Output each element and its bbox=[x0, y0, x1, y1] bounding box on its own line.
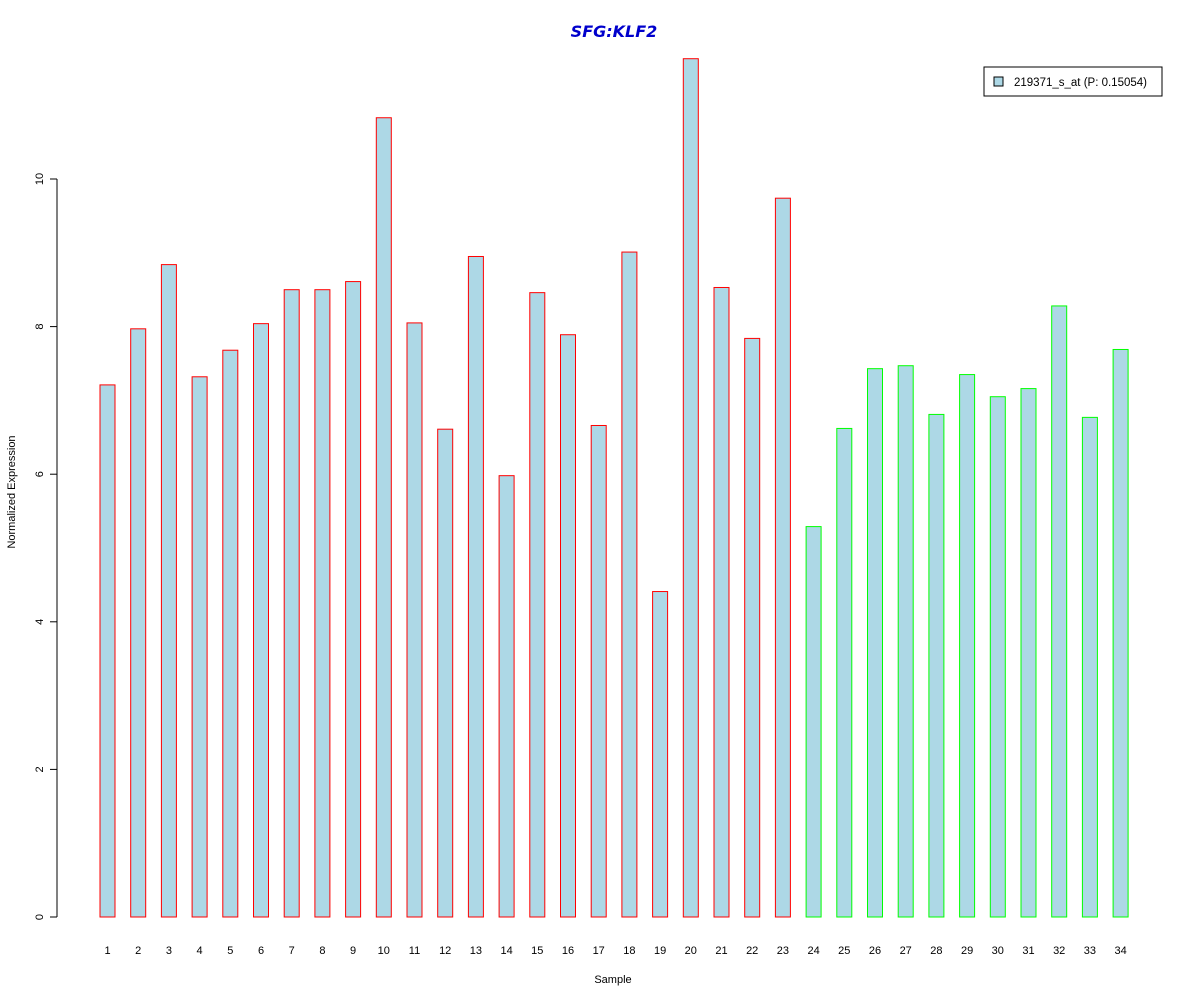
bar-sample-23 bbox=[774, 197, 791, 918]
x-axis-label: Sample bbox=[594, 974, 631, 986]
x-tick-label: 14 bbox=[500, 945, 512, 957]
x-tick-label: 16 bbox=[562, 945, 574, 957]
x-tick-label: 27 bbox=[900, 945, 912, 957]
y-tick-label: 8 bbox=[34, 324, 46, 330]
legend-box bbox=[983, 66, 1163, 97]
x-tick-label: 20 bbox=[685, 945, 697, 957]
x-tick-label: 3 bbox=[166, 945, 172, 957]
bar-sample-25 bbox=[836, 427, 853, 918]
bar-sample-10 bbox=[375, 117, 392, 918]
bar-sample-14 bbox=[498, 475, 515, 918]
legend-swatch bbox=[993, 76, 1004, 87]
bar-sample-34 bbox=[1112, 348, 1129, 918]
legend-entry: 219371_s_at (P: 0.15054) bbox=[1014, 77, 1147, 89]
bar-sample-24 bbox=[805, 526, 822, 918]
x-tick-label: 5 bbox=[227, 945, 233, 957]
x-tick-label: 23 bbox=[777, 945, 789, 957]
bar-sample-21 bbox=[713, 286, 730, 918]
bar-sample-30 bbox=[989, 396, 1006, 918]
x-tick-label: 19 bbox=[654, 945, 666, 957]
x-tick-label: 8 bbox=[319, 945, 325, 957]
bar-sample-18 bbox=[621, 251, 638, 918]
bar-sample-4 bbox=[191, 376, 208, 918]
chart-title: SFG:KLF2 bbox=[571, 22, 658, 41]
x-tick-label: 32 bbox=[1053, 945, 1065, 957]
y-axis-label: Normalized Expression bbox=[6, 435, 18, 548]
bar-sample-6 bbox=[253, 323, 269, 918]
x-tick-label: 29 bbox=[961, 945, 973, 957]
bar-sample-32 bbox=[1051, 305, 1068, 918]
bar-sample-33 bbox=[1081, 416, 1098, 918]
x-tick-label: 17 bbox=[593, 945, 605, 957]
x-tick-label: 13 bbox=[470, 945, 482, 957]
bar-sample-15 bbox=[529, 292, 546, 918]
x-tick-label: 30 bbox=[992, 945, 1004, 957]
bar-sample-1 bbox=[99, 384, 116, 918]
x-tick-label: 25 bbox=[838, 945, 850, 957]
y-axis: 0 2 4 6 8 10 bbox=[34, 173, 58, 920]
bar-sample-2 bbox=[130, 328, 147, 918]
x-tick-label: 2 bbox=[135, 945, 141, 957]
bar-sample-9 bbox=[345, 281, 362, 918]
y-tick-label: 10 bbox=[34, 173, 46, 185]
bar-sample-13 bbox=[467, 255, 484, 918]
bar-sample-22 bbox=[744, 337, 761, 918]
x-tick-label: 26 bbox=[869, 945, 881, 957]
y-tick-label: 2 bbox=[34, 766, 46, 772]
x-tick-label: 18 bbox=[623, 945, 635, 957]
bar-sample-8 bbox=[314, 289, 331, 918]
legend: 219371_s_at (P: 0.15054) bbox=[983, 66, 1163, 97]
x-tick-labels: 1 2 3 4 5 6 7 8 9 10 11 12 13 14 15 16 17 18 19 20 21 22 23 24 2… bbox=[104, 945, 1126, 957]
x-tick-label: 22 bbox=[746, 945, 758, 957]
y-tick-label: 4 bbox=[34, 619, 46, 625]
x-tick-label: 1 bbox=[104, 945, 110, 957]
bar-sample-12 bbox=[437, 428, 454, 918]
bar-sample-27 bbox=[897, 365, 914, 918]
x-tick-label: 21 bbox=[715, 945, 727, 957]
x-tick-label: 33 bbox=[1084, 945, 1096, 957]
y-tick-label: 6 bbox=[34, 471, 46, 477]
bars bbox=[99, 58, 1129, 918]
x-tick-label: 24 bbox=[807, 945, 819, 957]
bar-sample-19 bbox=[652, 591, 669, 918]
bar-sample-3 bbox=[160, 264, 177, 918]
bar-sample-16 bbox=[560, 334, 576, 918]
x-tick-label: 11 bbox=[409, 945, 420, 957]
x-tick-label: 31 bbox=[1022, 945, 1034, 957]
x-tick-label: 15 bbox=[531, 945, 543, 957]
x-tick-label: 6 bbox=[258, 945, 264, 957]
x-tick-label: 12 bbox=[439, 945, 451, 957]
bar-sample-29 bbox=[959, 374, 976, 918]
bar-sample-28 bbox=[928, 413, 945, 918]
bar-sample-7 bbox=[283, 289, 300, 918]
x-tick-label: 4 bbox=[197, 945, 203, 957]
x-tick-label: 28 bbox=[930, 945, 942, 957]
bar-sample-20 bbox=[682, 58, 699, 918]
y-tick-label: 0 bbox=[34, 914, 46, 920]
x-tick-label: 34 bbox=[1114, 945, 1126, 957]
bar-sample-11 bbox=[406, 322, 423, 918]
x-tick-label: 7 bbox=[289, 945, 295, 957]
bar-sample-26 bbox=[867, 368, 883, 918]
bar-sample-5 bbox=[222, 349, 239, 918]
bar-sample-31 bbox=[1020, 388, 1037, 918]
x-tick-label: 10 bbox=[378, 945, 390, 957]
x-tick-label: 9 bbox=[350, 945, 356, 957]
bar-sample-17 bbox=[590, 424, 607, 918]
